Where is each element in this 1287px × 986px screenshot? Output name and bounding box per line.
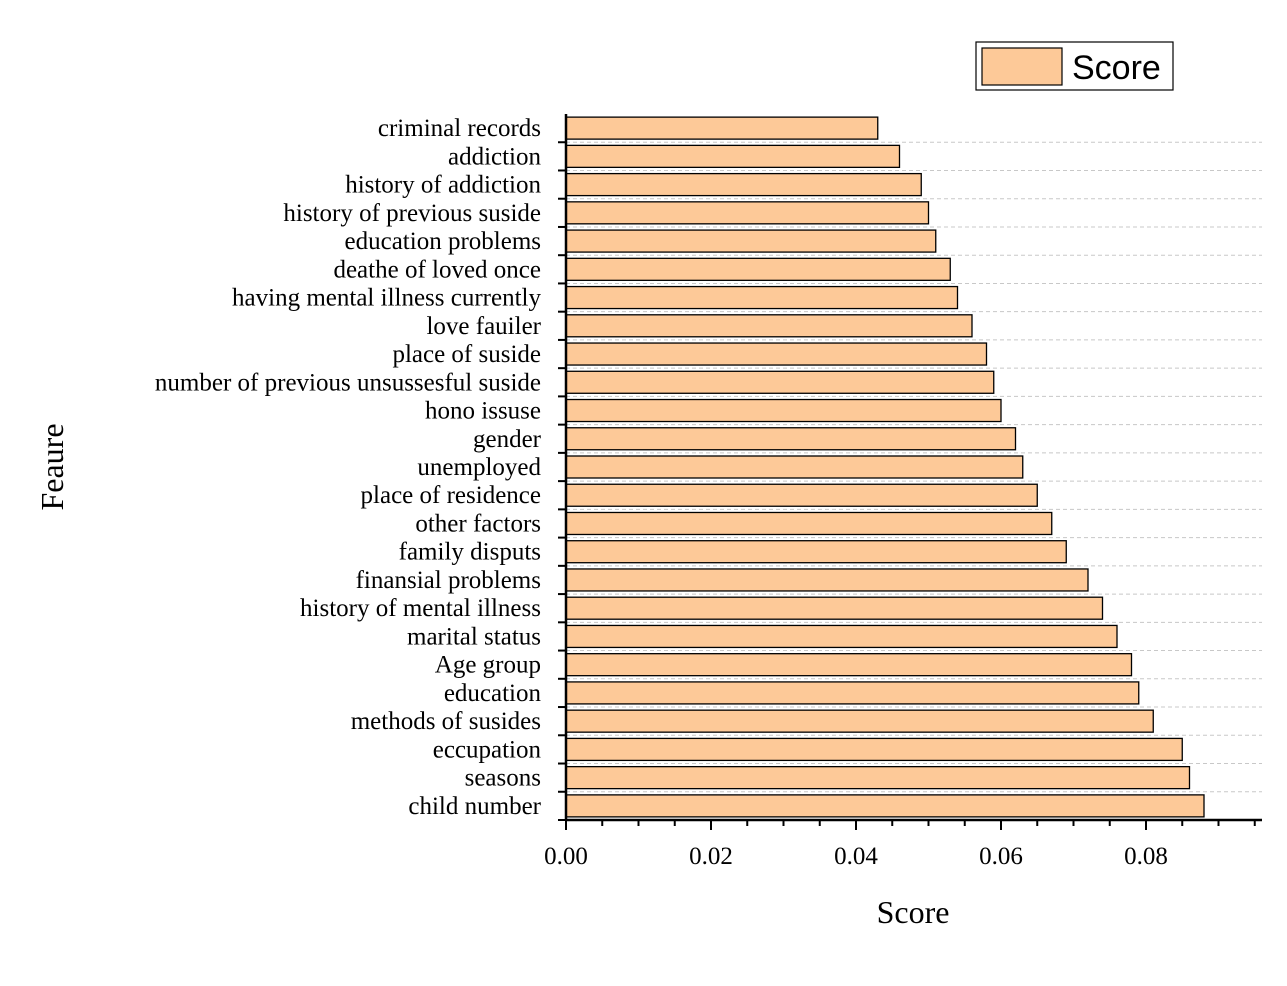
category-label: hono issuse — [425, 398, 541, 425]
category-label: education problems — [345, 228, 541, 255]
legend-swatch — [981, 47, 1063, 86]
bar — [565, 653, 1133, 677]
bars — [565, 116, 1205, 818]
bar — [565, 596, 1104, 620]
category-label: place of suside — [392, 341, 541, 368]
category-label: other factors — [415, 510, 541, 537]
category-label: Age group — [435, 652, 541, 679]
bar — [565, 794, 1205, 818]
category-label: finansial problems — [356, 567, 541, 594]
bar — [565, 342, 988, 366]
bar — [565, 511, 1053, 536]
x-tick-label: 0.08 — [1124, 843, 1168, 870]
x-tick-label: 0.02 — [689, 843, 733, 870]
bar — [565, 765, 1191, 790]
bar — [565, 568, 1089, 592]
bar — [565, 370, 995, 394]
category-label: family disputs — [399, 539, 541, 566]
category-label: love fauiler — [426, 313, 541, 340]
axes — [558, 114, 1262, 830]
legend: Score — [975, 41, 1174, 91]
bar — [565, 681, 1140, 705]
bar — [565, 398, 1002, 423]
x-tick-label: 0.06 — [979, 843, 1023, 870]
x-tick-label: 0.04 — [834, 843, 878, 870]
category-label: child number — [408, 793, 541, 820]
category-label: deathe of loved once — [333, 256, 541, 283]
category-label: criminal records — [378, 115, 541, 142]
bar — [565, 540, 1067, 564]
bar — [565, 624, 1118, 649]
bar — [565, 314, 973, 338]
category-label: unemployed — [417, 454, 541, 481]
bar — [565, 116, 879, 140]
bar — [565, 737, 1183, 762]
bar — [565, 144, 901, 169]
bar — [565, 285, 959, 310]
bar — [565, 201, 930, 225]
category-label: education — [444, 680, 542, 707]
category-label: addiction — [448, 143, 542, 170]
category-label: history of mental illness — [300, 595, 541, 622]
category-label: place of residence — [361, 482, 541, 509]
category-label: gender — [473, 426, 542, 453]
x-tick-labels: 0.00 0.02 0.04 0.06 0.08 — [544, 843, 1168, 870]
category-label: seasons — [465, 765, 541, 792]
category-label: history of addiction — [345, 172, 541, 199]
category-label: marital status — [407, 623, 541, 650]
category-label: methods of susides — [351, 708, 541, 735]
y-axis-title: Feaure — [34, 423, 70, 510]
bar — [565, 455, 1024, 479]
category-label: having mental illness currently — [232, 285, 541, 312]
x-tick-label: 0.00 — [544, 843, 588, 870]
bar — [565, 427, 1017, 451]
bar — [565, 709, 1154, 733]
bar — [565, 483, 1038, 507]
x-axis-title: Score — [877, 894, 950, 930]
category-label: number of previous unsussesful suside — [155, 369, 541, 396]
bar — [565, 257, 951, 281]
category-label: eccupation — [433, 736, 542, 763]
bar — [565, 229, 937, 253]
bar — [565, 172, 922, 197]
category-label: history of previous suside — [283, 200, 541, 227]
grid-lines — [566, 141, 1262, 821]
legend-label: Score — [1072, 49, 1161, 87]
